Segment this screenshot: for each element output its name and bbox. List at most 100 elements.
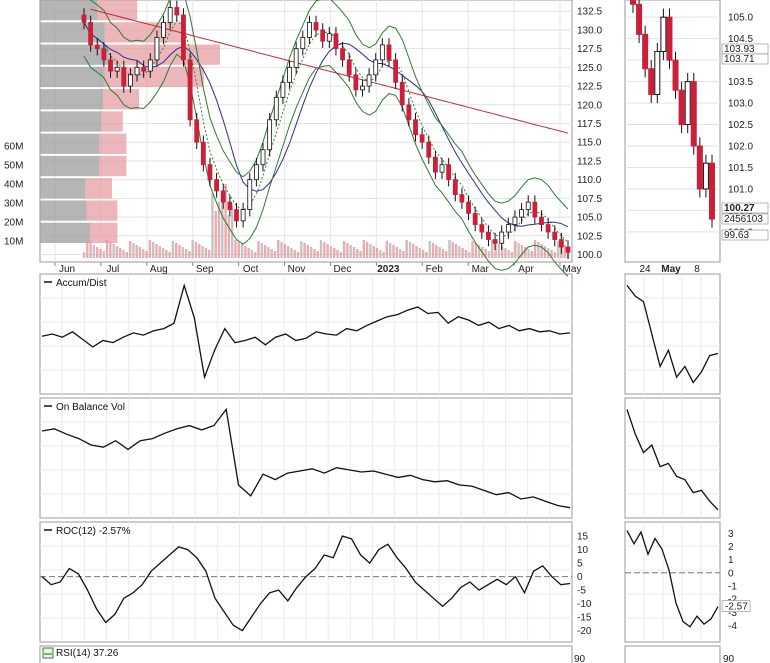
candle-body: [88, 22, 94, 46]
volume-bar: [178, 245, 181, 258]
profile-bar-gray: [40, 178, 85, 199]
volume-bar: [543, 246, 547, 258]
volume-bar: [537, 242, 540, 258]
candle-body: [552, 231, 558, 240]
candle-body: [114, 66, 120, 72]
candle-body: [333, 33, 339, 50]
volume-bar: [151, 242, 155, 258]
price-y-tick: 117.5: [577, 119, 602, 130]
profile-bar-red: [86, 200, 118, 221]
candle-body: [147, 59, 153, 72]
accum-dist-title-text: Accum/Dist: [56, 278, 107, 289]
volume-bar: [286, 246, 290, 258]
candle-body: [227, 201, 233, 211]
volume-bar: [523, 247, 527, 258]
candle-body: [452, 179, 458, 196]
inset-candle-body: [709, 162, 715, 220]
price-x-tick: Dec: [334, 264, 352, 275]
volume-bar: [326, 244, 329, 258]
volume-bar: [270, 249, 273, 258]
inset-y-tick: 103.5: [728, 77, 753, 88]
volume-bar: [207, 250, 211, 258]
volume-bar: [379, 250, 382, 258]
inset-value-box: [721, 202, 769, 214]
candle-body: [280, 81, 286, 98]
volume-bar: [428, 241, 431, 258]
volume-bar: [277, 240, 280, 258]
volume-bar: [346, 243, 349, 258]
candle-body: [181, 14, 186, 61]
inset-x-tick: 24: [639, 264, 651, 275]
inset-y-tick: 103.0: [728, 99, 753, 110]
candle-body: [293, 48, 299, 68]
volume-bar: [102, 251, 105, 258]
volume-bar: [451, 242, 454, 258]
axis-labels: 132.5 130.0 127.5 125.0 122.5 120.0 117.5 115.0…: [4, 7, 769, 637]
inset-candle-body: [630, 0, 636, 5]
roc-y-tick: -10: [577, 599, 592, 610]
price-x-tick: Feb: [426, 264, 444, 275]
volume-bar: [300, 241, 303, 258]
volume-bar: [280, 242, 283, 258]
volume-bar: [402, 251, 405, 258]
candle-body: [200, 141, 206, 166]
inset-x-tick: May: [661, 264, 681, 275]
volume-bar: [145, 251, 148, 258]
accum-dist-line: [41, 283, 571, 380]
candle-body: [532, 201, 538, 218]
candle-body: [174, 7, 180, 16]
candle-body: [373, 59, 379, 76]
price-y-tick: 110.0: [577, 175, 602, 186]
candle-body: [307, 22, 312, 38]
inset-value-box: [721, 229, 769, 241]
volume-bar: [336, 250, 339, 258]
volume-bar: [211, 193, 214, 258]
volume-bar: [398, 249, 402, 258]
volume-bar: [128, 241, 132, 258]
candle-body: [479, 224, 485, 233]
volume-bar: [415, 246, 418, 258]
volume-bar: [533, 240, 537, 258]
volume-bar: [362, 240, 366, 258]
volume-bar: [412, 244, 415, 258]
volume-bar: [227, 215, 231, 258]
volume-bar: [484, 249, 487, 258]
volume-bar: [201, 246, 204, 258]
volume-bar: [174, 243, 178, 258]
rsi-inset-frame: [624, 645, 721, 663]
price-y-tick: 107.5: [577, 194, 602, 205]
volume-bar: [342, 241, 346, 258]
inset-candle-body: [660, 16, 667, 53]
volume-bar: [339, 252, 343, 258]
price-y-tick: 102.5: [577, 231, 602, 242]
accum-dist-inset-frame: [624, 273, 721, 395]
volume-bar: [267, 247, 270, 258]
candles: [81, 0, 715, 260]
inset-value-label: 2456103: [724, 214, 763, 225]
price-x-tick: Jul: [107, 264, 120, 275]
price-x-tick: Sep: [196, 264, 214, 275]
volume-bar: [313, 249, 316, 258]
profile-bar-gray: [40, 222, 91, 243]
inset-candle-body: [690, 81, 697, 147]
candle-body: [234, 209, 239, 222]
volume-bar: [421, 250, 425, 258]
volume-bar: [306, 245, 310, 258]
inset-y-tick: 104.5: [728, 34, 753, 45]
inset-value-box: [721, 53, 769, 65]
ma-blue-line: [83, 22, 569, 228]
candle-body: [539, 216, 544, 225]
volume-bar: [135, 245, 138, 258]
candle-body: [340, 48, 345, 61]
volume-bar: [165, 250, 168, 258]
profile-bar-gray: [40, 155, 100, 177]
inset-y-tick: 105.0: [728, 13, 753, 24]
volume-bar: [254, 252, 257, 258]
profile-bar-gray: [40, 0, 98, 21]
price-inset-frame: [624, 0, 721, 263]
volume-bar: [155, 244, 158, 258]
volume-bar: [237, 242, 240, 258]
rsi-inset-tick-90: 90: [723, 654, 735, 663]
bollinger-lower: [83, 53, 569, 277]
candle-body: [499, 231, 505, 244]
